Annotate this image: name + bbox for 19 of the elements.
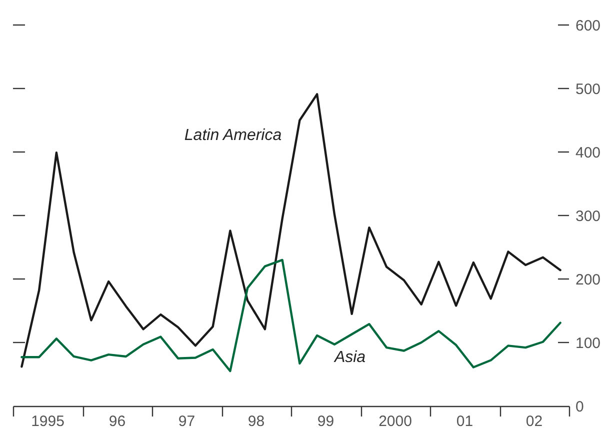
annotation: Latin America [184,127,282,144]
x-tick-label: 98 [248,413,265,428]
y-tick-label: 200 [576,272,601,288]
y-tick-label: 600 [576,18,601,34]
y-tick-label: 400 [576,144,601,162]
x-tick-label: 96 [108,413,126,428]
x-tick-label: 02 [526,413,543,428]
annotation: Asia [333,349,366,366]
y-tick-label: 100 [576,335,601,352]
y-tick-label: 300 [576,208,601,225]
x-tick-label: 01 [456,413,474,428]
x-tick-label: 2000 [378,413,412,428]
x-tick-label: 1995 [31,413,64,428]
y-tick-label: 0 [576,398,584,416]
x-tick-label: 97 [178,413,196,428]
y-tick-label: 500 [576,81,601,98]
line-series [20,93,562,368]
x-tick-label: 99 [317,413,334,428]
line-series [20,258,562,372]
